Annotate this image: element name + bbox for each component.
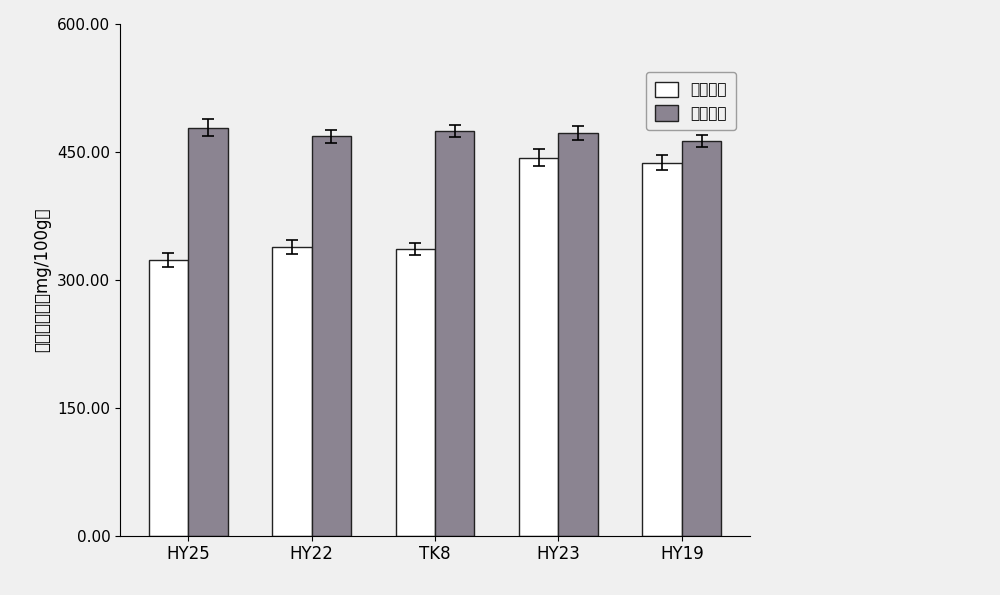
Bar [435,131,474,536]
Bar [312,136,351,536]
Legend: 正常供水, 干旱胁迫: 正常供水, 干旱胁迫 [646,73,736,130]
Bar [519,158,558,536]
Y-axis label: 叶片酚含量（mg/100g）: 叶片酚含量（mg/100g） [34,208,52,352]
Bar [272,248,312,536]
Bar [396,249,435,536]
Bar [558,133,598,536]
Bar [188,128,228,536]
Bar [682,140,721,536]
Bar [642,163,682,536]
Bar [149,260,188,536]
